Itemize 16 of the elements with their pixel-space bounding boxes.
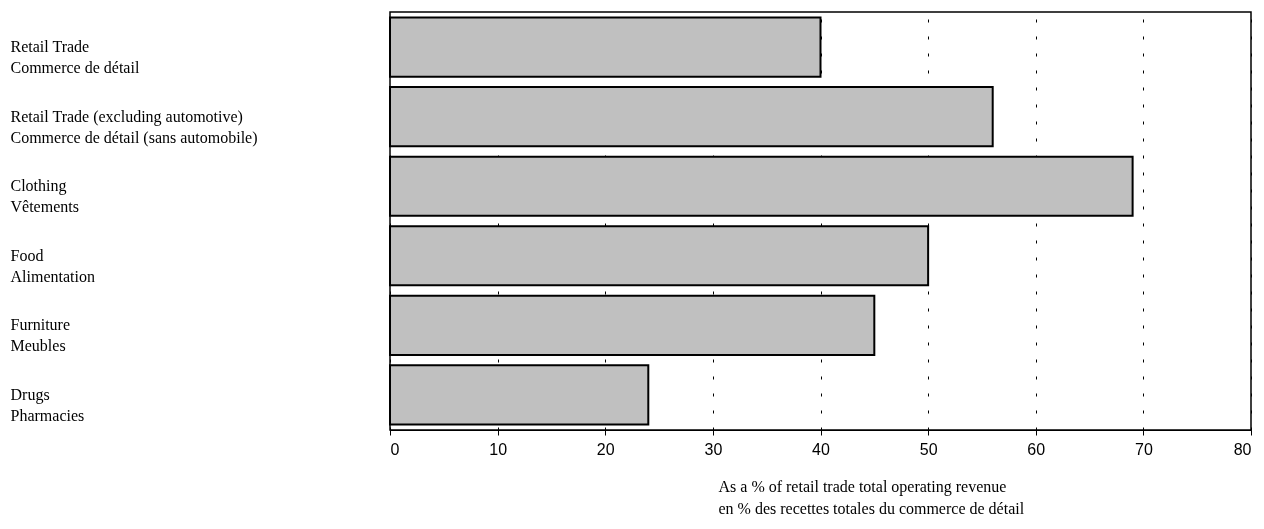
- x-tick-label: 70: [1134, 440, 1153, 458]
- x-tick-label: 20: [596, 440, 615, 458]
- x-tick-label: 10: [489, 440, 508, 458]
- x-tick-label: 40: [812, 440, 830, 458]
- y-tick-label: Drugs Pharmacies: [10, 385, 85, 424]
- y-tick-label: Clothing Vêtements: [10, 177, 79, 216]
- x-axis-title: As a % of retail trade total operating revenue en % des recettes totales du commerce de détail: [718, 477, 1025, 517]
- x-tick-label: 80: [1233, 440, 1252, 458]
- y-tick-label: Furniture Meubles: [10, 316, 71, 355]
- y-tick-label: Food Alimentation: [10, 246, 95, 285]
- x-tick-label: 30: [704, 440, 723, 458]
- y-tick-label: Retail Trade Commerce de détail: [10, 38, 140, 77]
- x-tick-label: 60: [1027, 440, 1046, 458]
- x-tick-label: 0: [390, 440, 400, 458]
- y-tick-label: Retail Trade (excluding automotive) Commerce de détail (sans automobile): [10, 107, 258, 147]
- x-tick-label: 50: [919, 440, 938, 458]
